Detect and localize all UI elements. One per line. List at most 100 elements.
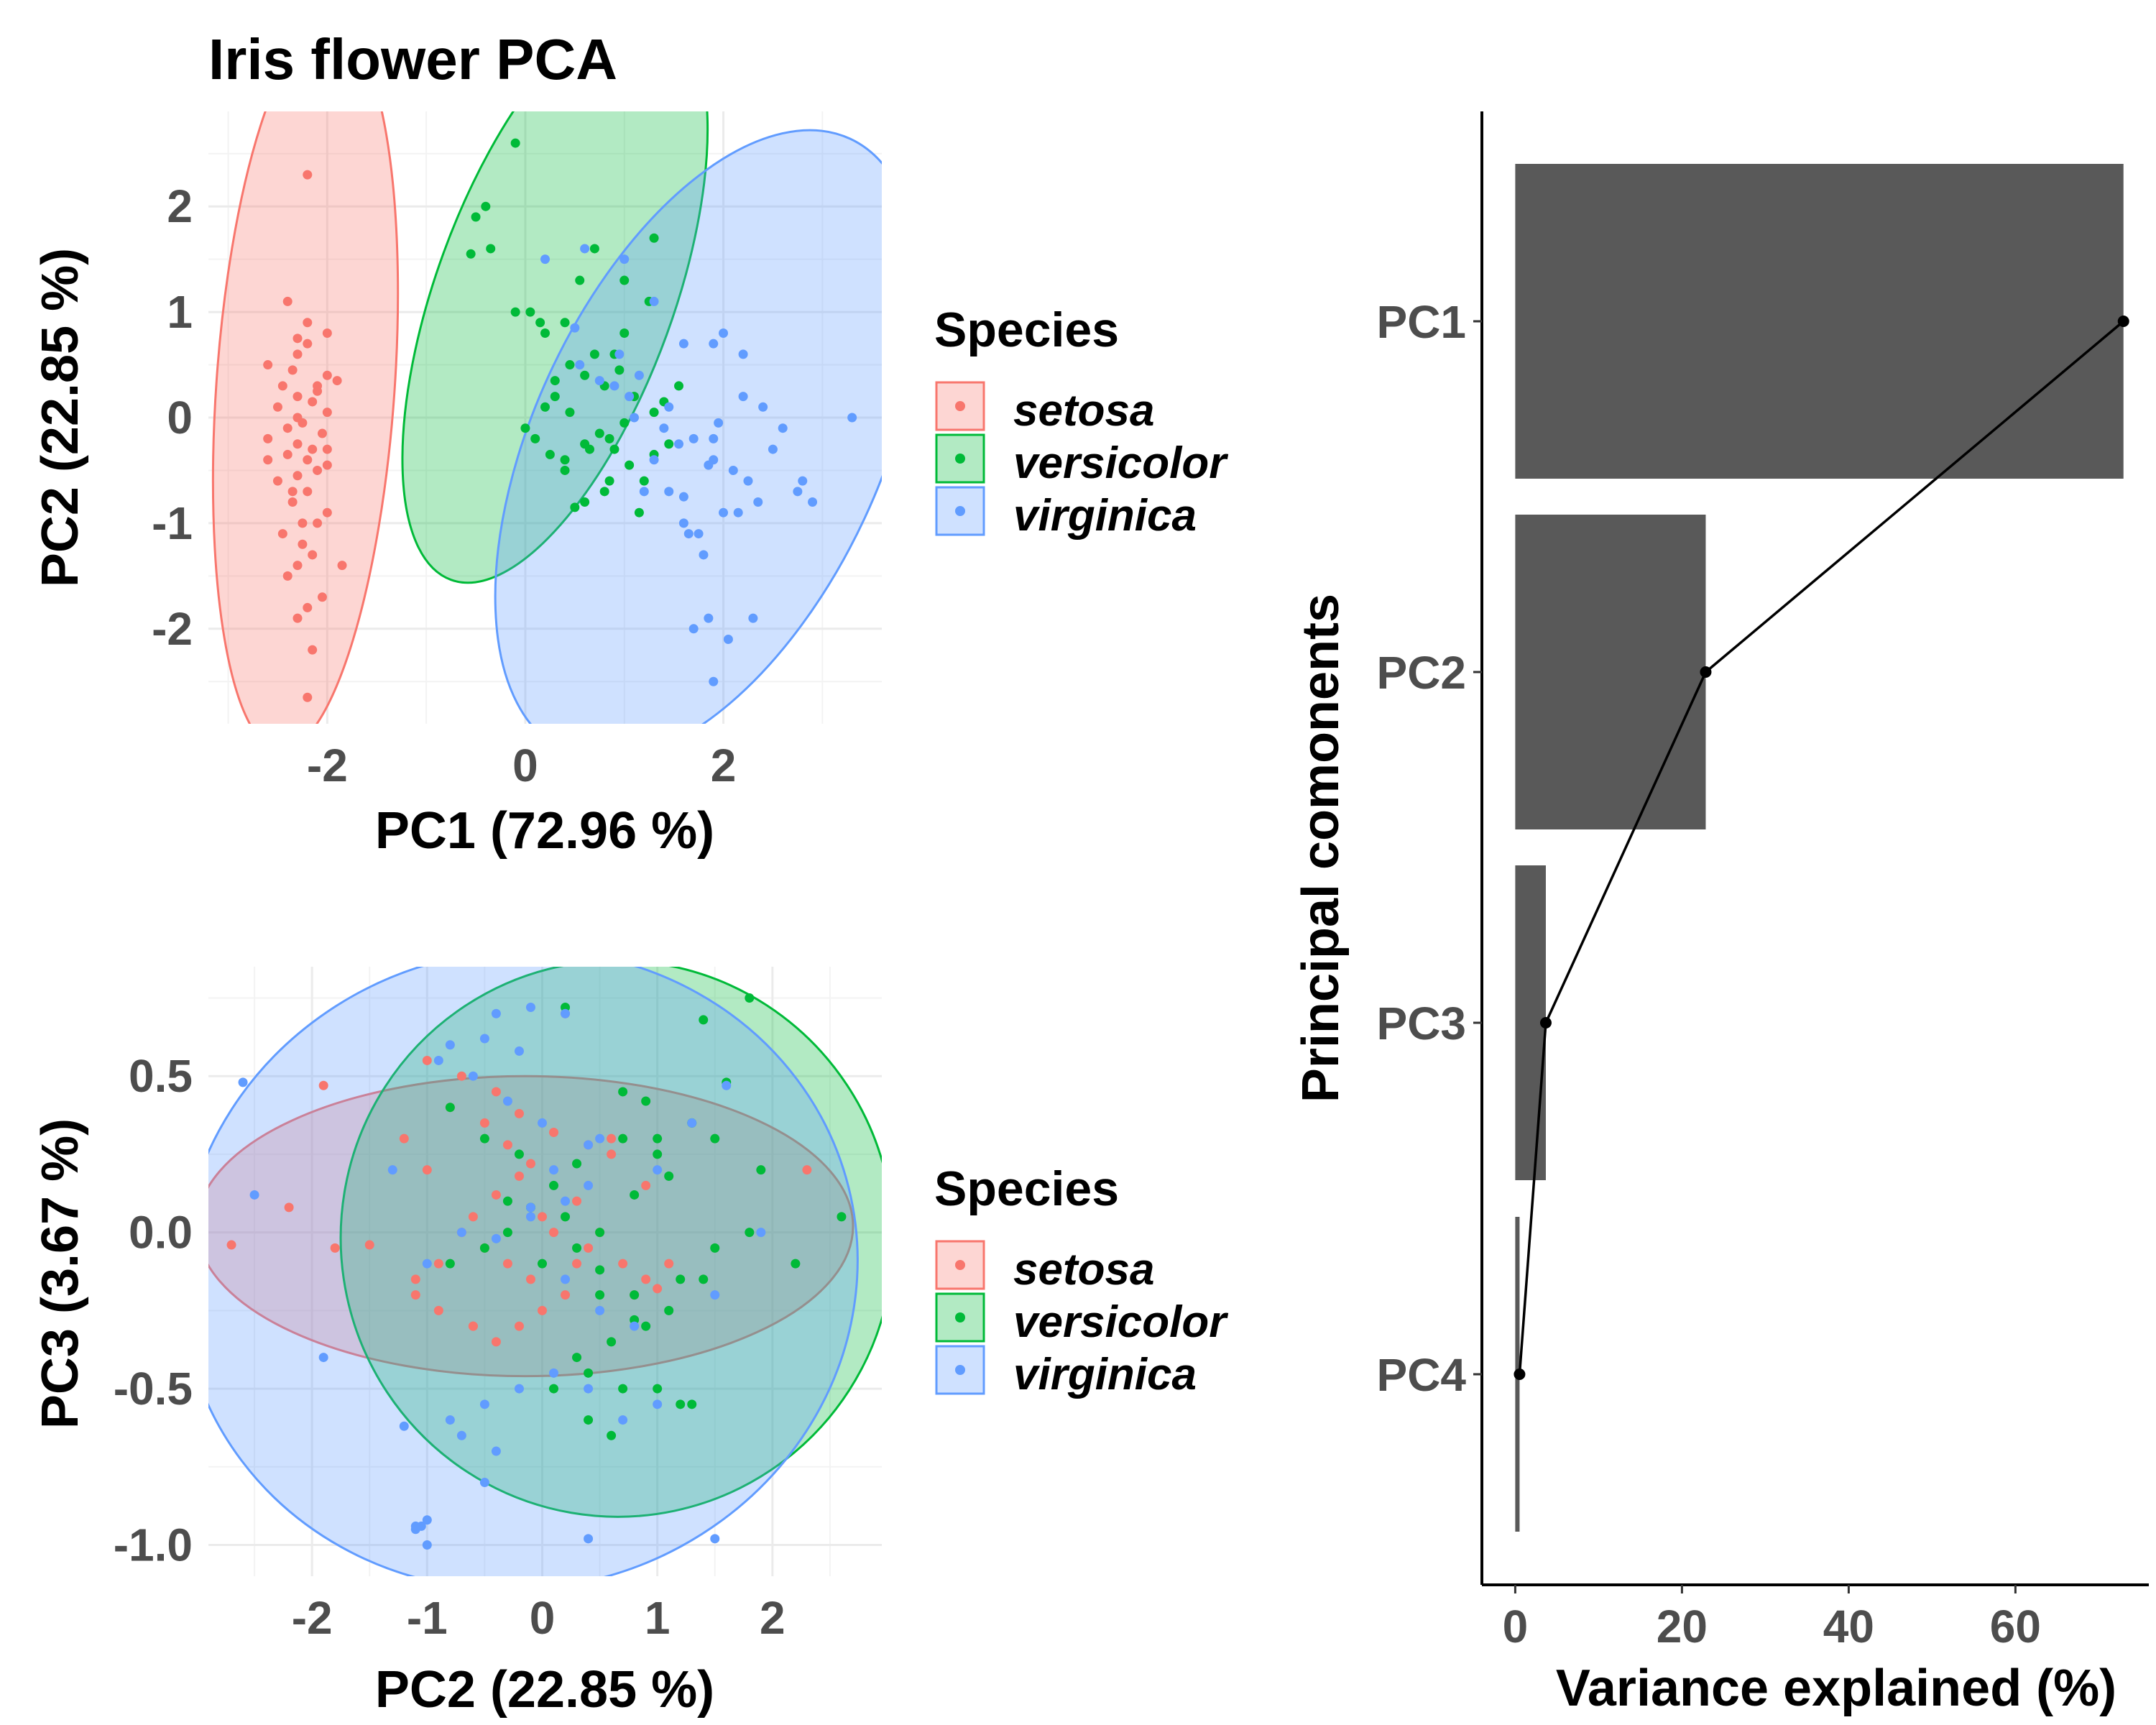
point-virginica <box>768 444 778 454</box>
point-setosa <box>292 392 303 402</box>
x-tick-label: 2 <box>711 740 737 791</box>
point-virginica <box>709 676 719 686</box>
point-versicolor <box>510 138 520 148</box>
point-setosa <box>303 602 313 612</box>
point-versicolor <box>545 449 555 459</box>
point-versicolor <box>639 476 649 486</box>
variance-point-pc2 <box>1700 666 1712 678</box>
legend-label-versicolor: versicolor <box>1013 1297 1228 1347</box>
point-virginica <box>549 1368 559 1378</box>
point-virginica <box>738 349 748 359</box>
point-virginica <box>630 1321 640 1331</box>
point-versicolor <box>630 1190 640 1200</box>
point-versicolor <box>550 392 560 402</box>
point-setosa <box>514 1321 524 1331</box>
y-tick-label: -2 <box>152 603 193 655</box>
point-setosa <box>330 1243 340 1253</box>
point-virginica <box>491 1446 501 1456</box>
point-setosa <box>287 497 298 507</box>
point-versicolor <box>674 381 684 391</box>
y-tick-label: PC2 <box>1377 647 1467 699</box>
point-virginica <box>502 1096 512 1106</box>
point-setosa <box>479 1118 489 1128</box>
legend-keys <box>935 1240 985 1395</box>
point-setosa <box>317 428 327 438</box>
point-versicolor <box>756 1165 766 1175</box>
point-virginica <box>722 1080 732 1090</box>
point-setosa <box>514 1108 524 1118</box>
point-virginica <box>618 1415 628 1425</box>
point-setosa <box>664 1259 674 1269</box>
point-virginica <box>584 1140 594 1150</box>
point-virginica <box>710 1534 720 1544</box>
point-virginica <box>479 1399 489 1409</box>
point-versicolor <box>634 507 644 518</box>
point-setosa <box>537 1305 547 1315</box>
point-virginica <box>561 1008 571 1018</box>
point-setosa <box>433 1259 443 1269</box>
point-virginica <box>704 613 714 623</box>
point-setosa <box>303 455 313 465</box>
point-setosa <box>277 529 287 539</box>
point-virginica <box>491 1233 501 1243</box>
point-virginica <box>249 1190 259 1200</box>
point-virginica <box>468 1071 478 1081</box>
point-versicolor <box>619 275 630 285</box>
x-tick-label: 60 <box>1990 1601 2041 1652</box>
point-setosa <box>525 1159 535 1169</box>
point-setosa <box>584 1243 594 1253</box>
point-virginica <box>456 1430 466 1440</box>
point-versicolor <box>649 408 659 418</box>
point-versicolor <box>630 1290 640 1300</box>
point-virginica <box>422 1259 432 1269</box>
point-virginica <box>549 1165 559 1175</box>
y-tick-label: PC4 <box>1377 1349 1467 1401</box>
pc2-pc3-panel: -2 -1 0 1 2 0.5 0.0 -0.5 -1.0 PC2 (22.85 %) PC3 … <box>32 967 882 1719</box>
point-virginica <box>445 1040 455 1050</box>
point-virginica <box>847 413 857 423</box>
point-virginica <box>422 1540 432 1550</box>
point-virginica <box>433 1055 443 1065</box>
point-versicolor <box>520 423 530 433</box>
point-setosa <box>322 444 332 454</box>
point-setosa <box>337 561 347 571</box>
point-virginica <box>540 254 550 264</box>
point-setosa <box>318 1080 328 1090</box>
point-virginica <box>678 492 688 502</box>
point-virginica <box>808 497 818 507</box>
variance-bars <box>1515 164 2124 1532</box>
y-tick-label: -1 <box>152 497 193 549</box>
point-setosa <box>502 1259 512 1269</box>
point-setosa <box>456 1071 466 1081</box>
point-setosa <box>303 692 313 702</box>
point-virginica <box>584 1384 594 1394</box>
point-setosa <box>308 645 318 655</box>
point-setosa <box>514 1171 524 1181</box>
pc2-pc3-ellipses <box>208 967 882 1576</box>
point-setosa <box>399 1133 409 1144</box>
point-versicolor <box>589 244 599 254</box>
pc2-pc3-y-axis-title: PC3 (3.67 %) <box>32 1118 89 1429</box>
point-versicolor <box>572 1159 582 1169</box>
point-versicolor <box>664 1305 674 1315</box>
x-tick-label: 2 <box>760 1592 786 1644</box>
point-virginica <box>798 476 808 486</box>
point-virginica <box>514 1046 524 1056</box>
point-versicolor <box>565 360 575 370</box>
point-versicolor <box>560 318 570 328</box>
y-tick-label: -0.5 <box>114 1363 193 1414</box>
point-setosa <box>303 318 313 328</box>
point-setosa <box>653 1284 663 1294</box>
point-versicolor <box>565 408 575 418</box>
point-setosa <box>468 1321 478 1331</box>
legend-label-versicolor: versicolor <box>1013 438 1228 488</box>
ellipse-versicolor <box>339 967 882 1518</box>
point-setosa <box>502 1140 512 1150</box>
point-setosa <box>491 1190 501 1200</box>
point-virginica <box>584 1534 594 1544</box>
point-setosa <box>313 465 323 475</box>
point-setosa <box>282 449 292 459</box>
point-virginica <box>584 1180 594 1190</box>
point-versicolor <box>791 1259 801 1269</box>
